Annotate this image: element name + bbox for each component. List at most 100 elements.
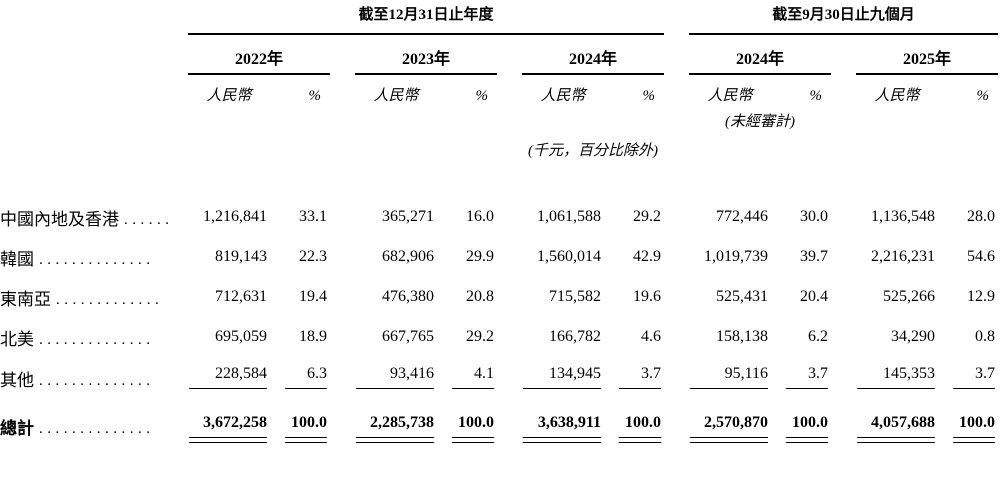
value-cell: 95,116 bbox=[689, 357, 771, 400]
value-cell: 1,216,841 bbox=[203, 208, 267, 225]
subheader-pct: % bbox=[475, 88, 489, 104]
total-value-cell: 2,285,738 bbox=[355, 400, 437, 460]
leader-dots: .............. bbox=[39, 373, 155, 389]
region-label: 北美.............. bbox=[0, 329, 155, 349]
value-cell: 3.7 bbox=[771, 357, 831, 400]
group-gap bbox=[664, 3, 689, 34]
value-cell: 0.8 bbox=[975, 328, 996, 345]
value-cell: 1,019,739 bbox=[704, 248, 769, 265]
total-value-cell: 2,570,870 bbox=[689, 400, 771, 460]
value-cell: 1,136,548 bbox=[871, 208, 936, 225]
value-cell: 682,906 bbox=[382, 248, 434, 265]
total-value-cell: 100.0 bbox=[604, 400, 664, 460]
value-cell: 30.0 bbox=[800, 208, 829, 225]
table-row-southeast-asia: 東南亞............. 712,631 19.4 476,380 20… bbox=[0, 277, 998, 317]
table-row-korea: 韓國.............. 819,143 22.3 682,906 29… bbox=[0, 237, 998, 277]
total-value-cell: 3,672,258 bbox=[188, 400, 270, 460]
value-cell: 365,271 bbox=[382, 208, 434, 225]
col-year-2023: 2023年 bbox=[355, 34, 497, 75]
value-cell: 39.7 bbox=[800, 248, 829, 265]
value-cell: 6.3 bbox=[270, 357, 330, 400]
value-cell: 695,059 bbox=[215, 328, 267, 345]
value-cell: 525,266 bbox=[883, 288, 936, 305]
value-cell: 54.6 bbox=[967, 248, 996, 265]
revenue-by-region-table: 截至12月31日止年度 截至9月30日止九個月 2022年 2023年 2024… bbox=[0, 3, 999, 460]
leader-dots: ............. bbox=[56, 291, 164, 308]
value-cell: 2,216,231 bbox=[871, 248, 936, 265]
value-cell: 525,431 bbox=[716, 288, 769, 305]
value-cell: 34,290 bbox=[891, 328, 936, 345]
value-cell: 42.9 bbox=[633, 248, 662, 265]
leader-dots: .............. bbox=[39, 420, 155, 437]
value-cell: 12.9 bbox=[967, 288, 996, 305]
subheader-rmb: 人民幣 bbox=[874, 88, 920, 104]
region-label: 其他.............. bbox=[0, 371, 155, 390]
value-cell: 93,416 bbox=[355, 357, 437, 400]
value-cell: 28.0 bbox=[967, 208, 996, 225]
value-cell: 4.6 bbox=[641, 328, 662, 345]
empty-corner-cell bbox=[0, 3, 188, 34]
value-cell: 3.7 bbox=[604, 357, 664, 400]
units-note-row: (千元，百分比除外) bbox=[0, 131, 998, 164]
unaudited-note-row: (未經審計) bbox=[0, 105, 998, 131]
subheader-rmb: 人民幣 bbox=[206, 88, 252, 104]
value-cell: 166,782 bbox=[549, 328, 601, 345]
vertical-gap-row bbox=[0, 164, 998, 197]
total-value-cell: 100.0 bbox=[270, 400, 330, 460]
value-cell: 1,560,014 bbox=[537, 248, 601, 265]
value-cell: 29.2 bbox=[633, 208, 662, 225]
total-label: 總計.............. bbox=[0, 418, 155, 438]
subheader-rmb: 人民幣 bbox=[373, 88, 419, 104]
value-cell: 33.1 bbox=[299, 208, 327, 225]
value-cell: 667,765 bbox=[382, 328, 434, 345]
value-cell: 18.9 bbox=[299, 328, 327, 345]
value-cell: 22.3 bbox=[299, 248, 327, 265]
col-9m-2024: 2024年 bbox=[689, 34, 832, 75]
value-cell: 134,945 bbox=[522, 357, 604, 400]
total-value-cell: 4,057,688 bbox=[856, 400, 938, 460]
subheader-pct: % bbox=[976, 88, 990, 104]
subheader-rmb: 人民幣 bbox=[540, 88, 586, 104]
col-year-2024: 2024年 bbox=[522, 34, 665, 75]
col-year-2025: 2025年 bbox=[856, 34, 999, 75]
leader-dots: .............. bbox=[39, 251, 155, 268]
unaudited-note: (未經審計) bbox=[725, 114, 796, 130]
region-label: 東南亞............. bbox=[0, 289, 164, 309]
value-cell: 772,446 bbox=[716, 208, 769, 225]
value-cell: 3.7 bbox=[938, 357, 998, 400]
value-cell: 20.4 bbox=[800, 288, 829, 305]
subheader-pct: % bbox=[642, 88, 656, 104]
value-cell: 19.6 bbox=[633, 288, 662, 305]
units-note: (千元，百分比除外) bbox=[528, 143, 659, 159]
leader-dots: ...... bbox=[124, 211, 174, 228]
table-row-others: 其他.............. 228,584 6.3 93,416 4.1 … bbox=[0, 357, 998, 400]
value-cell: 476,380 bbox=[382, 288, 434, 305]
total-value-cell: 100.0 bbox=[771, 400, 831, 460]
value-cell: 819,143 bbox=[215, 248, 267, 265]
value-cell: 4.1 bbox=[437, 357, 497, 400]
leader-dots: .............. bbox=[39, 331, 155, 348]
total-value-cell: 100.0 bbox=[938, 400, 998, 460]
col-group-nine-months: 截至9月30日止九個月 bbox=[689, 3, 999, 35]
value-cell: 712,631 bbox=[215, 288, 267, 305]
value-cell: 715,582 bbox=[549, 288, 601, 305]
value-cell: 16.0 bbox=[466, 208, 494, 225]
col-group-year-ended: 截至12月31日止年度 bbox=[188, 3, 665, 35]
total-value-cell: 100.0 bbox=[437, 400, 497, 460]
value-cell: 29.9 bbox=[466, 248, 494, 265]
value-cell: 29.2 bbox=[466, 328, 494, 345]
period-group-header-row: 截至12月31日止年度 截至9月30日止九個月 bbox=[0, 3, 999, 35]
value-cell: 1,061,588 bbox=[537, 208, 601, 225]
col-year-2022: 2022年 bbox=[188, 34, 330, 75]
total-value-cell: 3,638,911 bbox=[522, 400, 604, 460]
subheader-pct: % bbox=[308, 88, 322, 104]
value-cell: 6.2 bbox=[808, 328, 829, 345]
table-row-north-america: 北美.............. 695,059 18.9 667,765 29… bbox=[0, 317, 998, 357]
value-cell: 228,584 bbox=[188, 357, 270, 400]
table-row-total: 總計.............. 3,672,258 100.0 2,285,7… bbox=[0, 400, 998, 460]
subheader-pct: % bbox=[809, 88, 823, 104]
value-cell: 19.4 bbox=[299, 288, 327, 305]
year-header-row: 2022年 2023年 2024年 2024年 2025年 bbox=[0, 34, 999, 75]
subheader-rmb: 人民幣 bbox=[707, 88, 753, 104]
